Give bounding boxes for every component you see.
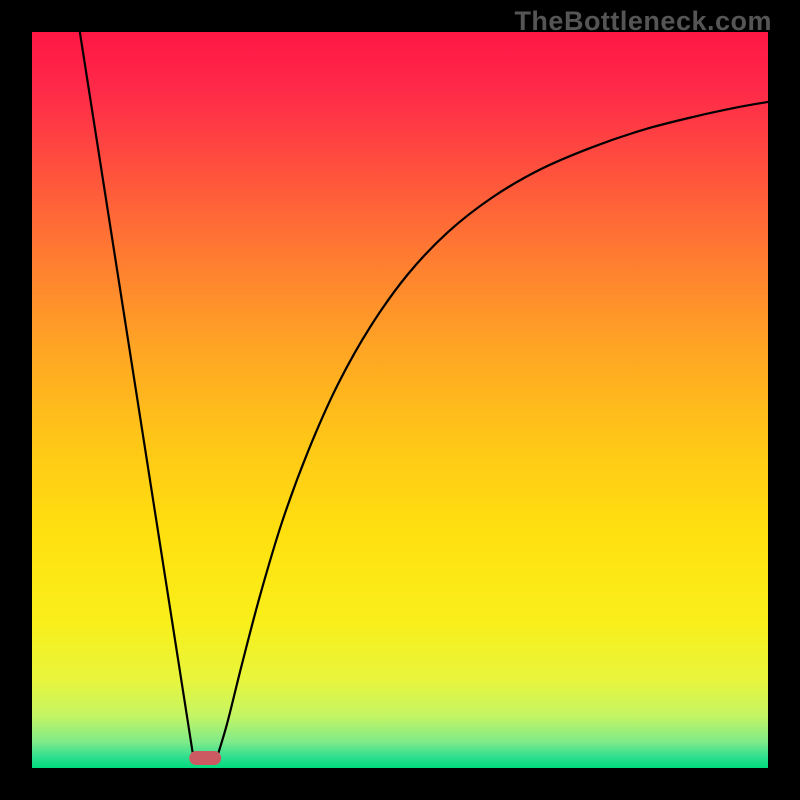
bottleneck-curve	[32, 32, 768, 768]
plot-area	[32, 32, 768, 768]
chart-container: TheBottleneck.com	[0, 0, 800, 800]
optimum-marker	[189, 751, 221, 765]
watermark-text: TheBottleneck.com	[514, 6, 772, 37]
